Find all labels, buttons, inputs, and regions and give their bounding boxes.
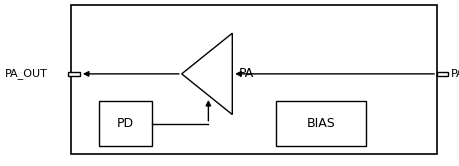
Bar — [99, 101, 151, 146]
Text: PA_IN: PA_IN — [450, 68, 459, 79]
Bar — [68, 72, 79, 76]
Text: PA_OUT: PA_OUT — [5, 68, 47, 79]
Polygon shape — [181, 33, 232, 115]
Text: PD: PD — [117, 117, 134, 130]
Text: BIAS: BIAS — [306, 117, 335, 130]
Bar — [436, 72, 448, 76]
Text: PA: PA — [239, 67, 254, 80]
Bar — [275, 101, 365, 146]
Bar — [71, 5, 436, 154]
